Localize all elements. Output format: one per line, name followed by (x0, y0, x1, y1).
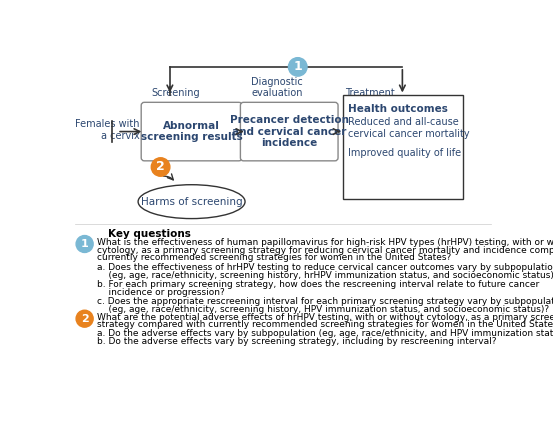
Text: 1: 1 (294, 61, 302, 73)
Text: Females with
a cervix: Females with a cervix (75, 119, 140, 141)
Text: 2: 2 (156, 160, 165, 174)
Text: Harms of screening: Harms of screening (141, 197, 242, 207)
Text: Key questions: Key questions (108, 229, 191, 239)
Text: Reduced and all-cause: Reduced and all-cause (348, 117, 459, 127)
FancyBboxPatch shape (241, 102, 338, 161)
Text: Precancer detection
and cervical cancer
incidence: Precancer detection and cervical cancer … (229, 115, 349, 148)
Bar (343, 95, 463, 199)
Text: incidence or progression?: incidence or progression? (97, 288, 225, 297)
Circle shape (76, 236, 93, 252)
Text: b. For each primary screening strategy, how does the rescreening interval relate: b. For each primary screening strategy, … (97, 280, 539, 289)
Text: cervical cancer mortality: cervical cancer mortality (348, 129, 469, 139)
Text: Improved quality of life: Improved quality of life (348, 148, 461, 158)
Text: What is the effectiveness of human papillomavirus for high-risk HPV types (hrHPV: What is the effectiveness of human papil… (97, 238, 553, 247)
Text: Treatment: Treatment (345, 88, 395, 98)
Text: b. Do the adverse effects vary by screening strategy, including by rescreening i: b. Do the adverse effects vary by screen… (97, 337, 497, 346)
Text: c. Does the appropriate rescreening interval for each primary screening strategy: c. Does the appropriate rescreening inte… (97, 297, 553, 306)
Text: 1: 1 (81, 239, 88, 249)
Text: What are the potential adverse effects of hrHPV testing, with or without cytolog: What are the potential adverse effects o… (97, 312, 553, 321)
Ellipse shape (138, 185, 245, 219)
Text: Diagnostic
evaluation: Diagnostic evaluation (251, 77, 302, 99)
Text: strategy compared with currently recommended screening strategies for women in t: strategy compared with currently recomme… (97, 320, 553, 329)
Text: a. Does the effectiveness of hrHPV testing to reduce cervical cancer outcomes va: a. Does the effectiveness of hrHPV testi… (97, 263, 553, 272)
Circle shape (76, 310, 93, 327)
Circle shape (289, 57, 307, 76)
Text: 2: 2 (81, 314, 88, 324)
Text: a. Do the adverse effects vary by subpopulation (eg, age, race/ethnicity, and HP: a. Do the adverse effects vary by subpop… (97, 329, 553, 339)
Circle shape (152, 158, 170, 176)
Text: Abnormal
screening results: Abnormal screening results (140, 121, 242, 142)
Text: cytology, as a primary screening strategy for reducing cervical cancer mortality: cytology, as a primary screening strateg… (97, 246, 553, 255)
Text: (eg, age, race/ethnicity, screening history, hrHPV immunization status, and soci: (eg, age, race/ethnicity, screening hist… (97, 271, 553, 280)
Text: Screening: Screening (152, 88, 200, 98)
FancyBboxPatch shape (141, 102, 242, 161)
Text: currently recommended screening strategies for women in the United States?: currently recommended screening strategi… (97, 253, 451, 262)
Text: Health outcomes: Health outcomes (348, 104, 448, 114)
Text: (eg, age, race/ethnicity, screening history, HPV immunization status, and socioe: (eg, age, race/ethnicity, screening hist… (97, 305, 549, 314)
